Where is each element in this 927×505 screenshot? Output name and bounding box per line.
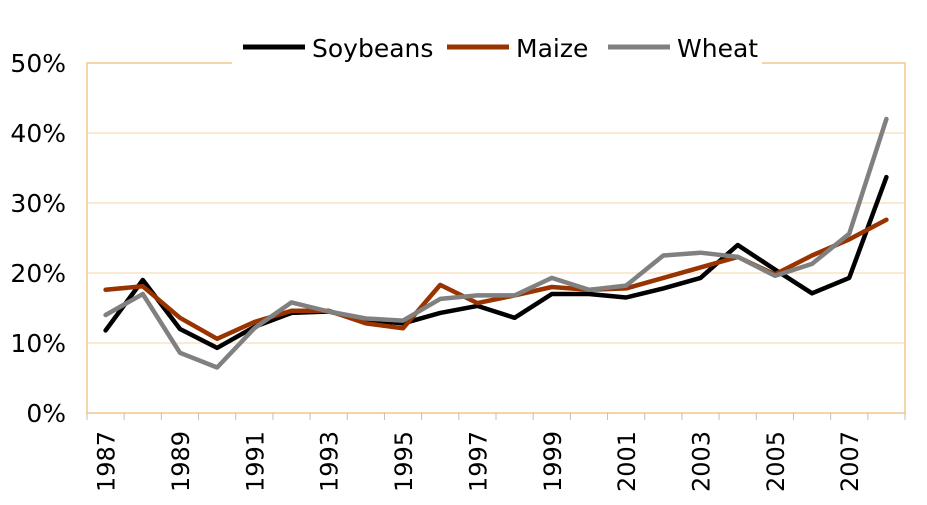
x-tick-label: 1999 <box>539 431 567 492</box>
series-line-wheat <box>103 116 889 370</box>
legend-label-maize: Maize <box>516 34 588 63</box>
x-tick-label: 2001 <box>613 431 641 492</box>
x-tick-label: 1989 <box>167 431 195 492</box>
series-lines <box>103 116 889 370</box>
x-tick-label: 1991 <box>241 431 269 492</box>
x-axis-ticks: 1987 1989 1991 1993 1995 1997 1999 2001 2003 2005… <box>86 413 906 492</box>
series-line-maize <box>103 217 889 342</box>
x-tick-label: 2007 <box>836 431 864 492</box>
y-tick-label: 20% <box>10 259 66 288</box>
y-tick-label: 30% <box>10 189 66 218</box>
series-line-soybeans <box>103 174 889 351</box>
legend: Soybeans Maize Wheat <box>232 26 762 72</box>
x-tick-label: 2005 <box>762 431 790 492</box>
y-tick-label: 10% <box>10 329 66 358</box>
x-tick-label: 1987 <box>93 431 121 492</box>
x-tick-label: 1993 <box>316 431 344 492</box>
legend-label-wheat: Wheat <box>677 34 758 63</box>
legend-label-soybeans: Soybeans <box>312 34 433 63</box>
plot-frame <box>86 62 906 414</box>
y-tick-label: 0% <box>26 399 66 428</box>
y-tick-label: 40% <box>10 119 66 148</box>
y-tick-label: 50% <box>10 49 66 78</box>
y-axis-ticks: 0% 10% 20% 30% 40% 50% <box>10 49 66 428</box>
x-tick-label: 2003 <box>688 431 716 492</box>
x-tick-label: 1997 <box>464 431 492 492</box>
x-tick-label: 1995 <box>390 431 418 492</box>
